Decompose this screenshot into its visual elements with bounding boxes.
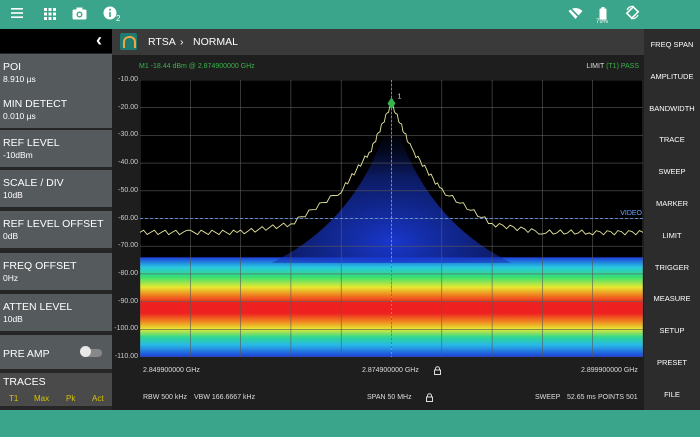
param-label: FREQ OFFSET	[3, 260, 77, 272]
menu-trace[interactable]: TRACE	[659, 135, 685, 145]
x-tick-end: 2.899900000 GHz	[581, 367, 638, 374]
marker-readout: M1 -18.44 dBm @ 2.874900000 GHz	[139, 63, 255, 70]
param-value: 0dB	[3, 231, 19, 241]
info-badge: 2	[116, 14, 121, 23]
param-label: REF LEVEL	[3, 137, 60, 149]
y-tick-label: -70.00	[118, 242, 138, 250]
wifi-off-icon	[565, 5, 585, 25]
back-chevron-icon[interactable]: ‹	[96, 30, 102, 50]
param-row-freq-offset[interactable]: FREQ OFFSET 0Hz	[0, 253, 112, 292]
param-value: 8.910 µs	[3, 74, 36, 84]
param-label: MIN DETECT	[3, 98, 68, 110]
video-trigger-label: VIDEO	[620, 210, 642, 217]
preamp-label: PRE AMP	[3, 348, 50, 360]
trace-col-act: Act	[92, 394, 104, 403]
limit-status: (T1) PASS	[606, 63, 639, 70]
battery-icon	[593, 5, 613, 25]
param-value: 10dB	[3, 314, 23, 324]
param-row-scale-div[interactable]: SCALE / DIV 10dB	[0, 170, 112, 209]
x-tick-center: 2.874900000 GHz	[362, 367, 419, 374]
y-tick-label: -100.00	[114, 325, 138, 333]
menu-setup[interactable]: SETUP	[659, 326, 685, 336]
traces-header[interactable]: TRACES	[0, 373, 112, 392]
y-tick-label: -60.00	[118, 214, 138, 222]
traces-summary-row[interactable]: T1 Max Pk Act	[0, 392, 112, 406]
param-row-atten-level[interactable]: ATTEN LEVEL 10dB	[0, 294, 112, 333]
preamp-toggle-track[interactable]	[82, 349, 102, 357]
traces-label: TRACES	[3, 376, 46, 388]
screen-rotate-icon[interactable]	[622, 5, 642, 25]
limit-readout: LIMIT (T1) PASS	[586, 63, 639, 70]
param-value: 0Hz	[3, 273, 19, 283]
bottom-bar	[0, 410, 700, 437]
x-tick-start: 2.849900000 GHz	[143, 367, 200, 374]
y-tick-label: -10.00	[118, 76, 138, 83]
param-value: 0.010 µs	[3, 111, 36, 121]
menu-preset[interactable]: PRESET	[656, 358, 687, 367]
menu-sweep[interactable]: SWEEP	[658, 167, 686, 177]
param-row-min-detect[interactable]: MIN DETECT 0.010 µs	[0, 91, 112, 130]
breadcrumb-app[interactable]: RTSA	[148, 36, 176, 48]
y-tick-label: -40.00	[118, 159, 138, 167]
camera-icon[interactable]	[69, 5, 89, 25]
param-row-ref-level[interactable]: REF LEVEL -10dBm	[0, 130, 112, 169]
menu-trigger[interactable]: TRIGGER	[654, 262, 690, 272]
param-label: SCALE / DIV	[3, 177, 64, 189]
span-readout[interactable]: SPAN 50 MHz	[367, 394, 412, 401]
panel-header: ‹	[0, 29, 112, 53]
mode-header: RTSA › NORMAL	[112, 29, 644, 55]
trace-col-pk: Pk	[66, 394, 76, 403]
param-row-ref-level-offset[interactable]: REF LEVEL OFFSET 0dB	[0, 211, 112, 250]
param-label: ATTEN LEVEL	[3, 301, 73, 313]
menu-freq-span[interactable]: FREQ SPAN	[650, 40, 694, 49]
trace-col-t1: T1	[9, 394, 19, 403]
param-value: -10dBm	[3, 150, 33, 160]
menu-limit[interactable]: LIMIT	[662, 230, 682, 240]
menu-marker[interactable]: MARKER	[655, 199, 689, 208]
y-tick-label: -20.00	[118, 103, 138, 111]
menu-file[interactable]: FILE	[664, 389, 680, 399]
status-bar: 2 79%	[0, 0, 700, 29]
y-tick-label: -30.00	[118, 131, 138, 139]
points-readout[interactable]: POINTS 501	[598, 394, 638, 401]
param-row-poi[interactable]: POI 8.910 µs	[0, 54, 112, 93]
preamp-toggle-row[interactable]: PRE AMP	[0, 335, 112, 371]
breadcrumb-mode[interactable]: NORMAL	[193, 36, 238, 48]
y-tick-label: -50.00	[118, 186, 138, 194]
y-tick-label: -90.00	[118, 297, 138, 305]
limit-label: LIMIT	[586, 63, 605, 70]
info-icon[interactable]	[100, 5, 120, 25]
menu-amplitude[interactable]: AMPLITUDE	[650, 71, 694, 81]
battery-percent: 79%	[596, 19, 609, 25]
y-tick-label: -110.00	[114, 353, 138, 360]
rbw-readout[interactable]: RBW 500 kHz	[143, 394, 187, 401]
param-label: REF LEVEL OFFSET	[3, 218, 104, 230]
apps-grid-icon[interactable]	[40, 5, 60, 25]
sweep-label: SWEEP	[535, 394, 561, 401]
param-label: POI	[3, 61, 22, 73]
function-menu	[644, 29, 700, 410]
span-lock-icon[interactable]	[425, 393, 434, 402]
center-lock-icon[interactable]	[433, 366, 442, 375]
menu-icon[interactable]	[7, 5, 27, 25]
y-tick-label: -80.00	[118, 269, 138, 277]
trace-col-max: Max	[34, 394, 50, 403]
sweep-time[interactable]: 52.65 ms	[567, 394, 596, 401]
vbw-readout[interactable]: VBW 166.6667 kHz	[194, 394, 256, 401]
menu-bandwidth[interactable]: BANDWIDTH	[649, 103, 695, 113]
preamp-toggle-knob[interactable]	[80, 346, 91, 357]
spectrum-plot[interactable]: 1	[140, 80, 643, 357]
marker-m1-label: 1	[398, 93, 402, 100]
app-logo-icon	[120, 33, 137, 50]
breadcrumb-separator: ›	[180, 36, 184, 48]
menu-measure[interactable]: MEASURE	[653, 294, 691, 304]
marker-m1-diamond	[387, 97, 396, 110]
spectrum-display: M1 -18.44 dBm @ 2.874900000 GHz LIMIT (T…	[112, 55, 644, 410]
param-value: 10dB	[3, 190, 23, 200]
